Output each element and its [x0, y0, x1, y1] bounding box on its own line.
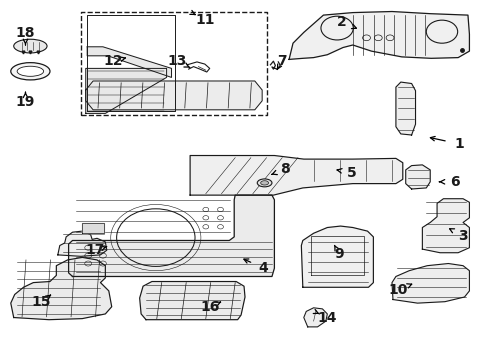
Polygon shape [69, 195, 274, 276]
Text: 19: 19 [16, 95, 35, 108]
Ellipse shape [261, 181, 269, 185]
Text: 18: 18 [16, 26, 35, 40]
Polygon shape [82, 223, 104, 233]
Text: 2: 2 [337, 15, 347, 29]
Polygon shape [396, 82, 416, 135]
Text: 17: 17 [86, 243, 105, 257]
Polygon shape [304, 308, 327, 327]
Ellipse shape [11, 63, 50, 80]
Polygon shape [86, 68, 167, 113]
Polygon shape [87, 47, 172, 77]
Ellipse shape [257, 179, 272, 187]
Polygon shape [301, 226, 373, 287]
Text: 14: 14 [318, 311, 337, 324]
Polygon shape [190, 156, 403, 195]
Text: 6: 6 [450, 175, 460, 189]
Polygon shape [11, 257, 112, 320]
Text: 4: 4 [259, 261, 269, 275]
Polygon shape [406, 165, 430, 189]
Text: 10: 10 [388, 283, 408, 297]
Text: 15: 15 [32, 295, 51, 309]
Ellipse shape [17, 66, 44, 76]
Text: 1: 1 [455, 137, 465, 151]
Text: 13: 13 [168, 54, 187, 68]
Text: 7: 7 [277, 54, 287, 68]
Polygon shape [289, 12, 469, 59]
Text: 3: 3 [458, 229, 468, 243]
Polygon shape [392, 264, 469, 303]
Text: 8: 8 [280, 162, 290, 176]
Polygon shape [422, 199, 469, 253]
Polygon shape [58, 231, 107, 256]
Text: 12: 12 [104, 54, 123, 68]
Text: 16: 16 [200, 300, 220, 314]
Polygon shape [86, 81, 262, 110]
Text: 11: 11 [195, 13, 215, 27]
Text: 5: 5 [347, 166, 357, 180]
Text: 9: 9 [334, 247, 344, 261]
Polygon shape [140, 282, 245, 320]
Ellipse shape [14, 39, 47, 53]
